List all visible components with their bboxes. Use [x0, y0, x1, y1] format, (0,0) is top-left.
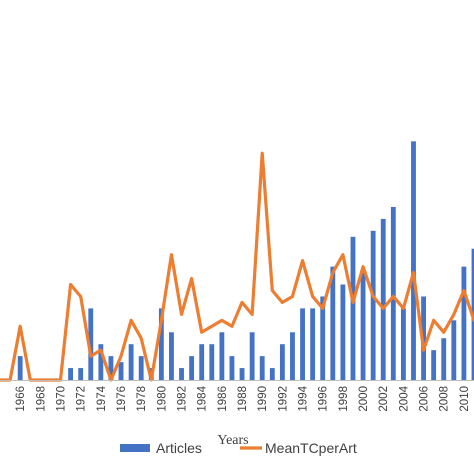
x-tick-label: 1984	[197, 385, 209, 411]
legend-articles-label: Articles	[156, 440, 202, 456]
bar-1973	[88, 308, 94, 380]
x-tick-label: 1994	[298, 385, 310, 411]
x-tick-label: 1966	[15, 386, 27, 412]
bar-1987	[229, 356, 235, 380]
bar-2003	[390, 206, 396, 380]
x-tick-label: 1988	[237, 386, 249, 412]
x-tick-label: 2010	[459, 386, 471, 412]
x-tick-label: 1992	[277, 386, 289, 412]
x-tick-label: 1996	[318, 386, 330, 412]
x-tick-label: 2000	[358, 386, 370, 412]
bar-1980	[158, 308, 164, 380]
bar-2004	[400, 308, 406, 380]
x-tick-label: 1976	[116, 386, 128, 412]
meantc-line-group	[0, 151, 474, 382]
bar-2008	[441, 338, 447, 380]
bar-1994	[300, 308, 305, 380]
bar-1988	[239, 368, 245, 380]
bar-1992	[279, 344, 285, 380]
bar-1977	[128, 344, 134, 380]
bar-1972	[78, 368, 84, 380]
legend-articles-swatch	[120, 444, 150, 452]
meantc-line	[0, 151, 474, 382]
bar-1995	[310, 308, 316, 380]
x-tick-label: 1968	[35, 386, 47, 412]
bar-1999	[350, 236, 356, 380]
x-tick-label: 1990	[257, 386, 269, 412]
bar-1986	[219, 332, 225, 380]
x-tick-labels: 1966 1968 1970 1972 1974 1976 1978 1980 1982 1984…	[15, 385, 471, 411]
bar-1971	[68, 368, 74, 380]
x-tick-label: 1978	[136, 386, 148, 412]
x-tick-label: 1974	[96, 385, 108, 411]
bar-1998	[340, 284, 346, 380]
bar-1985	[209, 344, 215, 380]
x-tick-label: 1986	[217, 386, 229, 412]
legend: Articles MeanTCperArt	[120, 440, 357, 456]
x-axis-title: Years	[217, 433, 248, 448]
x-tick-label: 1980	[156, 386, 168, 412]
bar-1997	[330, 266, 336, 380]
bar-1984	[199, 344, 205, 380]
bar-2007	[431, 350, 437, 380]
x-tick-label: 1998	[338, 386, 350, 412]
x-tick-label: 1970	[56, 386, 68, 412]
bar-1966	[17, 356, 23, 380]
bar-1982	[179, 368, 184, 380]
bar-1990	[259, 356, 265, 380]
bar-2009	[451, 320, 457, 380]
bar-1976	[118, 362, 124, 380]
x-tick-label: 1972	[76, 386, 88, 412]
x-tick-label: 2006	[419, 386, 431, 412]
bar-1996	[320, 296, 326, 380]
x-tick-label: 2008	[439, 386, 451, 412]
bar-2000	[360, 272, 366, 380]
bar-1978	[138, 356, 144, 380]
bar-1993	[290, 332, 295, 380]
bar-2001	[370, 230, 376, 380]
legend-meantc-label: MeanTCperArt	[265, 440, 357, 456]
bar-1975	[108, 356, 114, 380]
bar-1983	[189, 356, 195, 380]
bar-1991	[269, 368, 275, 380]
x-tick-label: 2004	[398, 385, 410, 411]
bar-2002	[380, 218, 386, 380]
bar-1989	[249, 332, 255, 380]
x-tick-label: 2002	[378, 386, 390, 412]
bar-1974	[98, 344, 104, 380]
articles-bars	[17, 141, 474, 380]
x-tick-label: 1982	[177, 386, 189, 412]
bar-1981	[169, 332, 174, 380]
bar-2010	[461, 266, 467, 380]
bar-2005	[411, 141, 416, 380]
